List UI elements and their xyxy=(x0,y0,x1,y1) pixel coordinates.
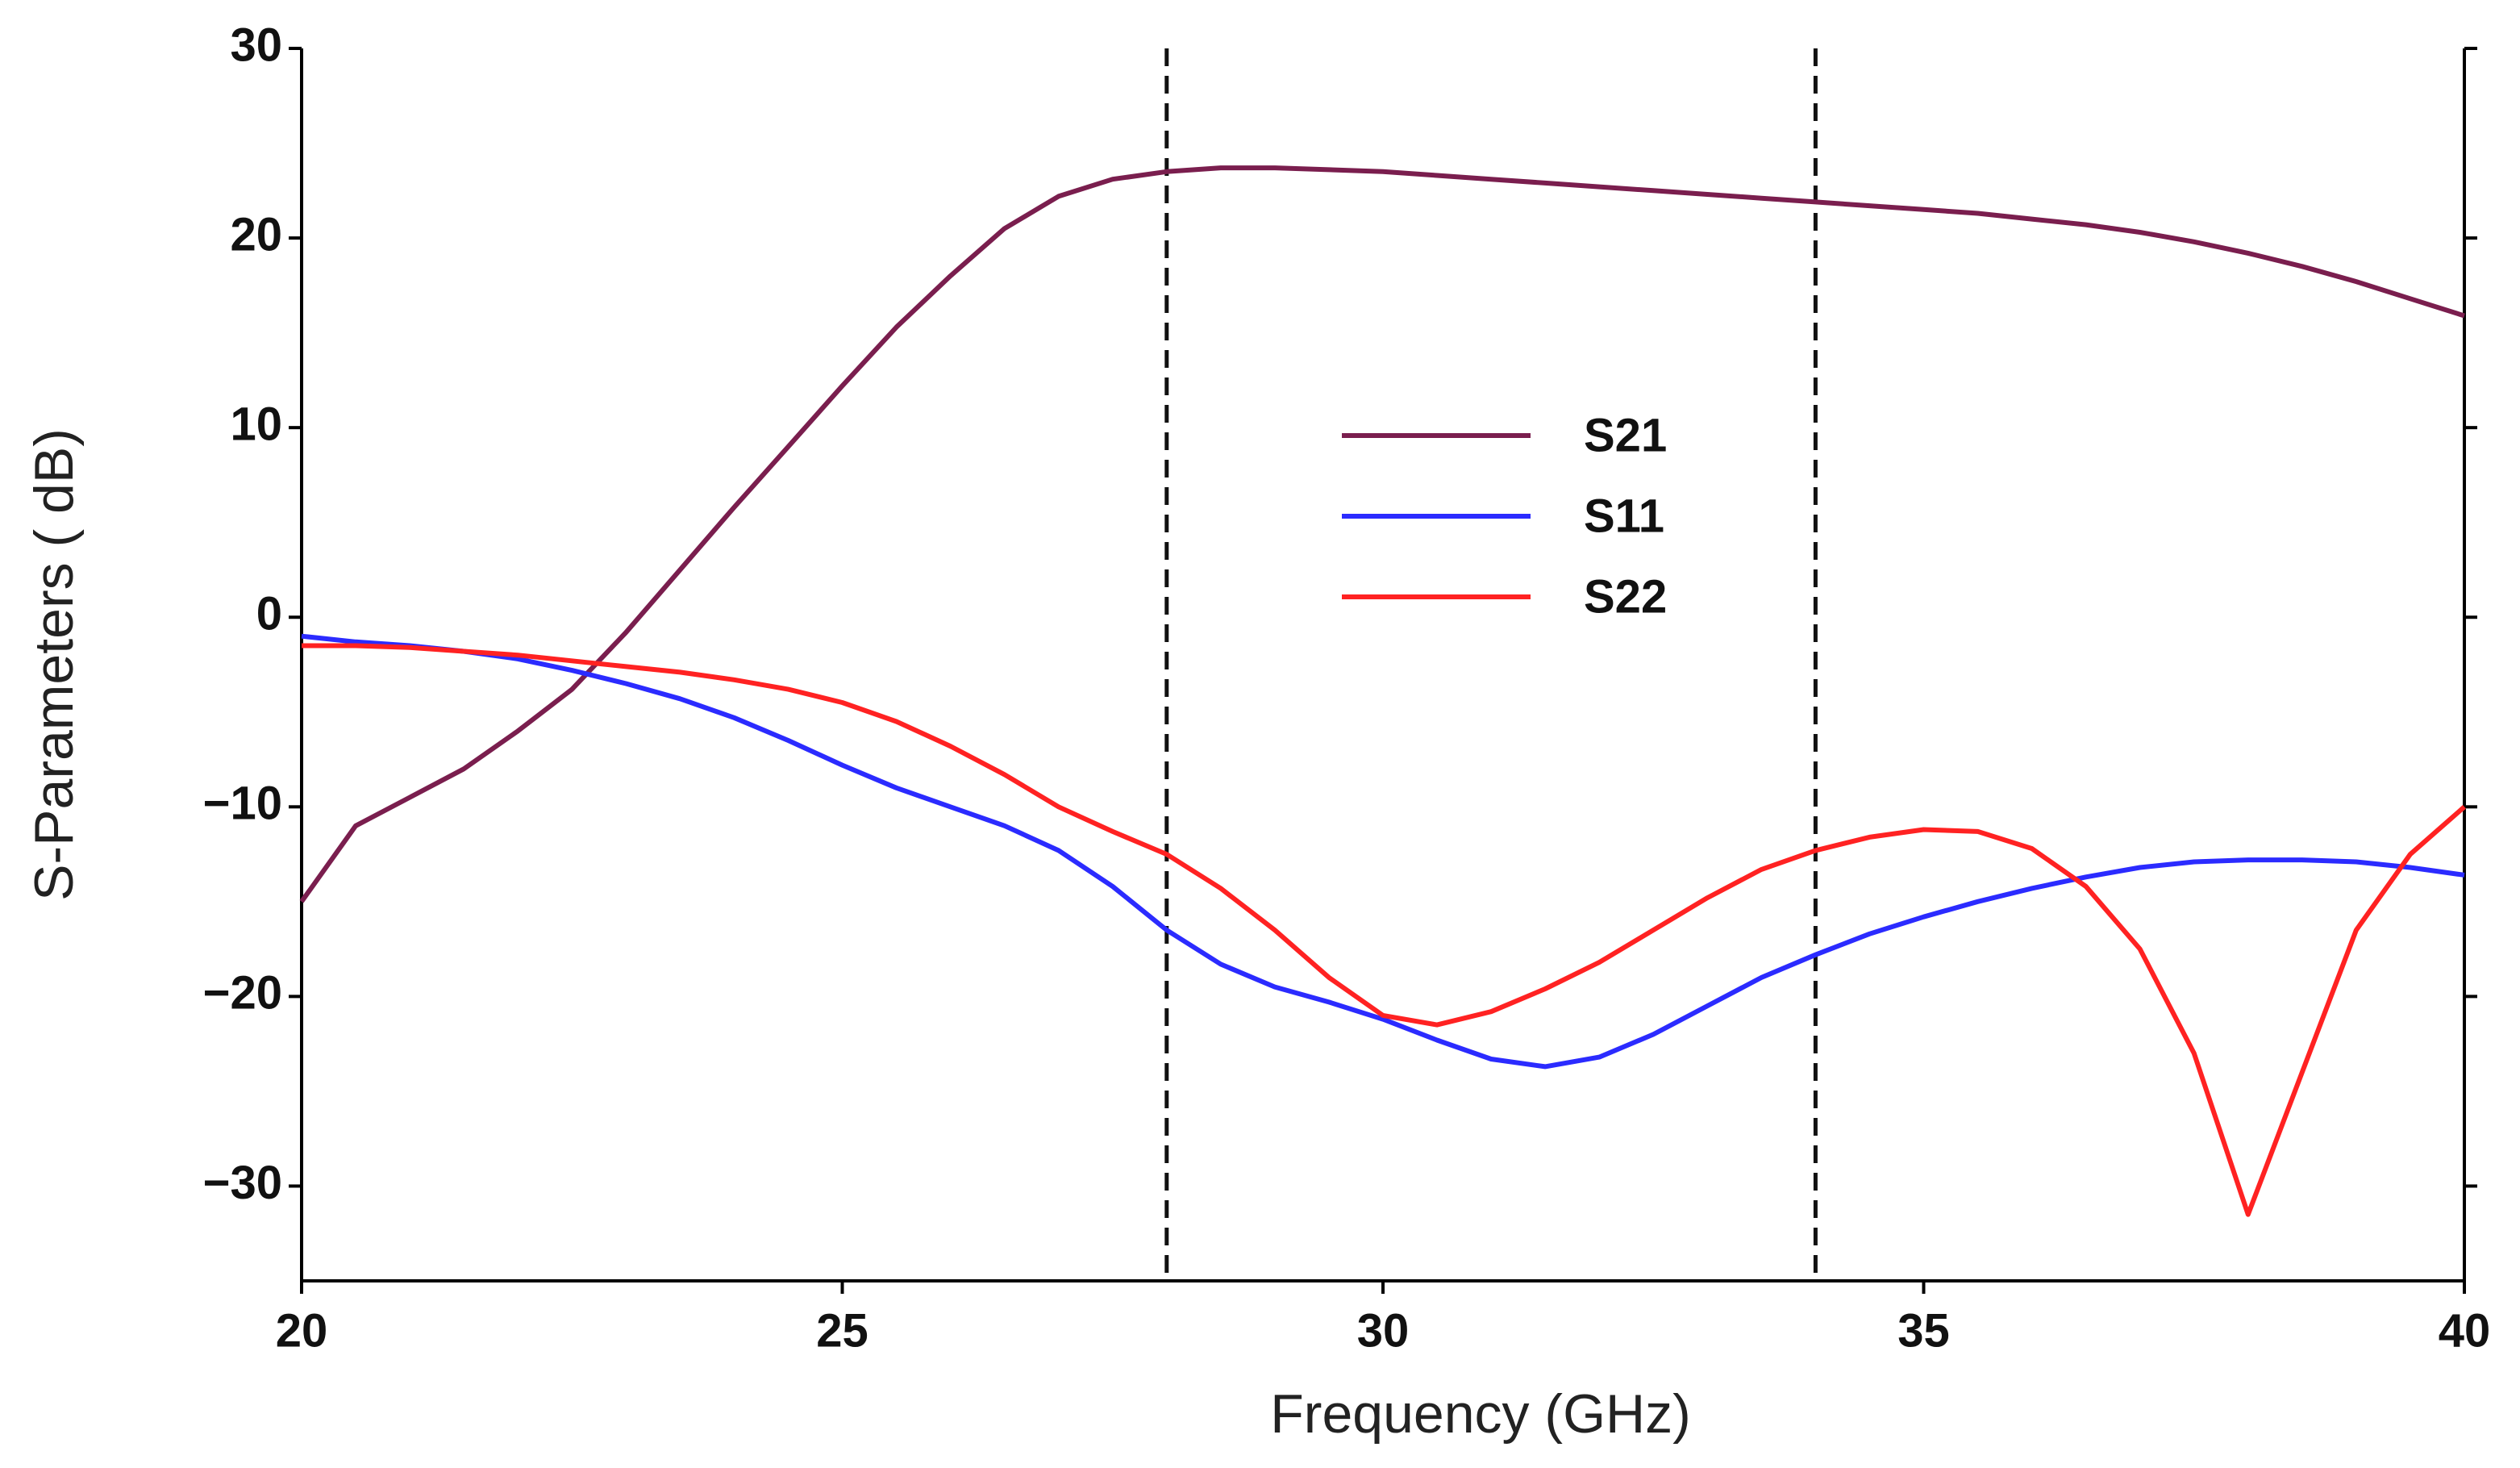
legend-label: S11 xyxy=(1584,490,1664,542)
y-tick-label: −30 xyxy=(203,1157,282,1209)
x-tick-label: 30 xyxy=(1357,1304,1410,1357)
series-line xyxy=(299,165,2465,903)
y-tick-label: −20 xyxy=(203,967,282,1020)
legend-label: S21 xyxy=(1584,409,1667,461)
y-tick-label: −10 xyxy=(203,778,282,830)
x-tick-label: 40 xyxy=(2439,1304,2491,1357)
legend-label: S22 xyxy=(1584,570,1667,623)
y-tick-label: 30 xyxy=(230,19,282,71)
series-line xyxy=(302,643,2466,1217)
y-tick-label: 10 xyxy=(230,398,282,450)
y-tick-label: 20 xyxy=(230,208,282,261)
series-line xyxy=(301,633,2465,1070)
y-axis-title: S-Parameters ( dB) xyxy=(23,428,85,901)
x-tick-label: 35 xyxy=(1897,1304,1950,1357)
x-tick-label: 25 xyxy=(816,1304,868,1357)
x-tick-label: 20 xyxy=(276,1304,328,1357)
x-axis-title: Frequency (GHz) xyxy=(1270,1383,1690,1445)
y-tick-label: 0 xyxy=(256,588,282,640)
